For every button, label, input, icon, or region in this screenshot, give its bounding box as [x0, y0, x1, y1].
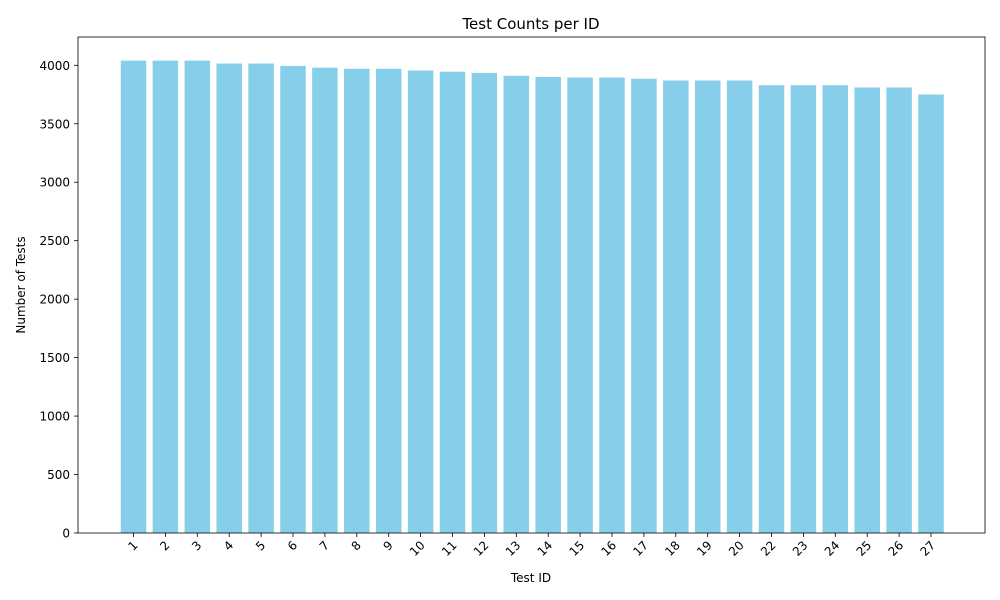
bar-27 — [918, 94, 944, 533]
bar-25 — [854, 87, 880, 533]
y-tick-label: 2500 — [39, 234, 70, 248]
bar-8 — [344, 68, 370, 534]
bar-7 — [312, 67, 338, 533]
bar-24 — [822, 85, 849, 534]
chart-title: Test Counts per ID — [461, 15, 599, 33]
bar-1 — [120, 60, 147, 534]
bar-22 — [758, 85, 785, 534]
bar-6 — [280, 65, 306, 533]
plot-frame — [77, 36, 986, 534]
bar-4 — [216, 63, 242, 533]
bar-2 — [152, 60, 179, 534]
y-axis: 0 500 1000 1500 2000 2500 3000 3500 4000 — [39, 59, 78, 541]
bar-15 — [567, 77, 593, 533]
y-tick-label: 1500 — [39, 351, 70, 365]
bar-19 — [694, 80, 721, 533]
bar-18 — [663, 80, 689, 533]
bar-13 — [503, 75, 530, 533]
bar-12 — [471, 72, 498, 534]
bar-5 — [248, 63, 274, 533]
y-tick-label: 500 — [47, 468, 70, 482]
y-tick-label: 0 — [62, 527, 70, 541]
bar-3 — [184, 60, 211, 534]
bar-20 — [726, 80, 753, 533]
y-tick-label: 2000 — [39, 293, 70, 307]
y-tick-label: 3500 — [39, 117, 70, 131]
y-tick-label: 3000 — [39, 176, 70, 190]
bar-23 — [790, 85, 817, 534]
bar-17 — [631, 78, 657, 534]
bar-11 — [439, 71, 466, 533]
y-tick-label: 4000 — [39, 59, 70, 73]
y-tick-label: 1000 — [39, 410, 70, 424]
bar-16 — [599, 77, 625, 533]
bar-26 — [886, 87, 912, 533]
bar-14 — [535, 76, 561, 534]
bar-9 — [375, 68, 402, 534]
y-axis-label: Number of Tests — [14, 236, 28, 333]
bar-10 — [407, 70, 434, 533]
x-axis-label: Test ID — [510, 571, 551, 585]
bars-group — [120, 60, 944, 534]
